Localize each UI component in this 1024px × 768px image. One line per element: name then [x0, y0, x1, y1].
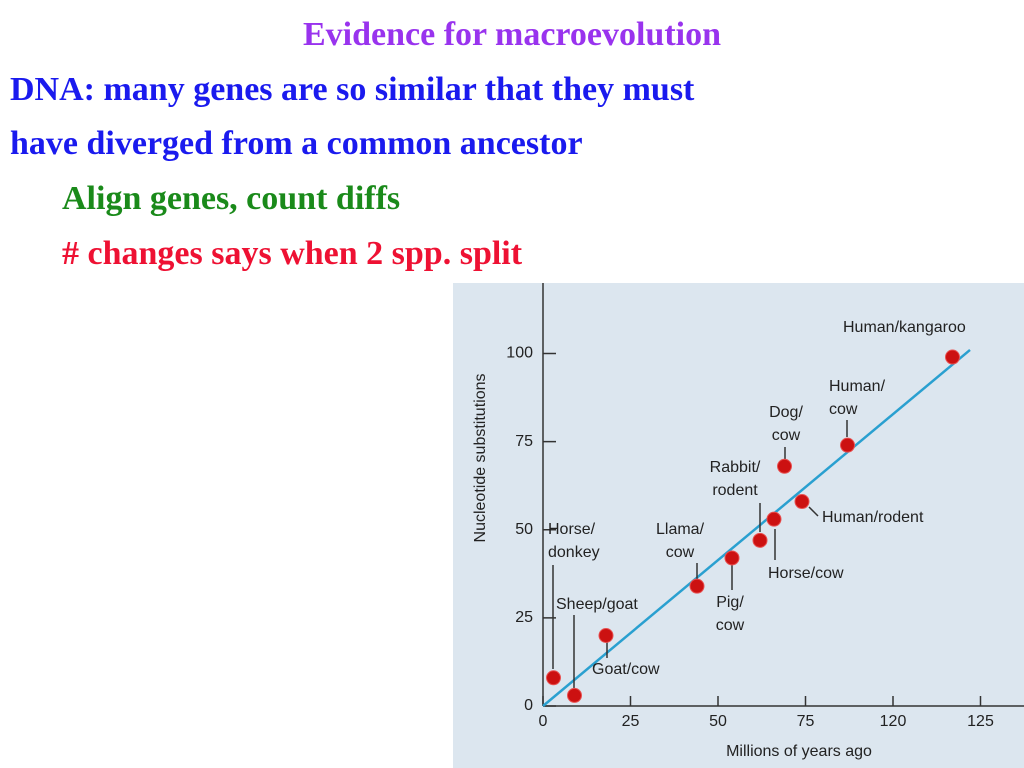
- data-point: [567, 687, 582, 703]
- slide-title: Evidence for macroevolution: [303, 16, 721, 53]
- bullet: Align genes, count diffs: [62, 180, 400, 217]
- x-tick-label: 120: [880, 713, 907, 730]
- point-label: Pig/: [716, 594, 744, 611]
- data-point: [724, 550, 740, 566]
- y-tick-label: 25: [515, 609, 533, 626]
- leader-line: [808, 506, 819, 517]
- bullet: # changes says when 2 spp. split: [62, 235, 523, 272]
- trend-line: [542, 349, 971, 707]
- data-point: [689, 578, 705, 594]
- x-tick-label: 50: [709, 713, 727, 730]
- point-label: cow: [772, 427, 801, 444]
- x-tick-label: 75: [797, 713, 815, 730]
- y-axis-label: Nucleotide substitutions: [472, 374, 489, 543]
- data-point: [794, 494, 810, 510]
- data-point: [777, 458, 792, 474]
- point-label: Human/: [829, 378, 886, 395]
- point-label: Dog/: [769, 404, 803, 421]
- y-tick-label: 75: [515, 433, 533, 450]
- point-label: Horse/: [548, 521, 596, 538]
- data-point: [752, 532, 768, 548]
- point-label: Sheep/goat: [556, 596, 638, 613]
- point-label: Goat/cow: [592, 661, 660, 678]
- x-tick-label: 25: [622, 713, 640, 730]
- point-label: donkey: [548, 544, 600, 561]
- x-tick-label: 0: [539, 713, 548, 730]
- data-point: [840, 437, 855, 453]
- x-axis-label: Millions of years ago: [726, 743, 872, 760]
- point-label: cow: [716, 617, 745, 634]
- x-tick-label: 125: [967, 713, 994, 730]
- y-tick-label: 0: [524, 697, 533, 714]
- point-label: Human/kangaroo: [843, 319, 966, 336]
- text-line: have diverged from a common ancestor: [10, 125, 583, 162]
- data-point: [598, 628, 614, 643]
- point-label: Rabbit/: [710, 459, 761, 476]
- data-point: [766, 511, 782, 527]
- point-label: cow: [829, 401, 858, 418]
- point-label: Horse/cow: [768, 565, 844, 582]
- point-label: Human/rodent: [822, 509, 924, 526]
- y-tick-label: 50: [515, 521, 533, 538]
- text-line: DNA: many genes are so similar that they…: [10, 71, 695, 108]
- point-label: cow: [666, 544, 695, 561]
- data-point: [546, 670, 561, 686]
- data-point: [945, 349, 960, 365]
- chart-background: [453, 283, 1024, 768]
- y-tick-label: 100: [506, 345, 533, 362]
- point-label: Llama/: [656, 521, 705, 538]
- point-label: rodent: [712, 482, 758, 499]
